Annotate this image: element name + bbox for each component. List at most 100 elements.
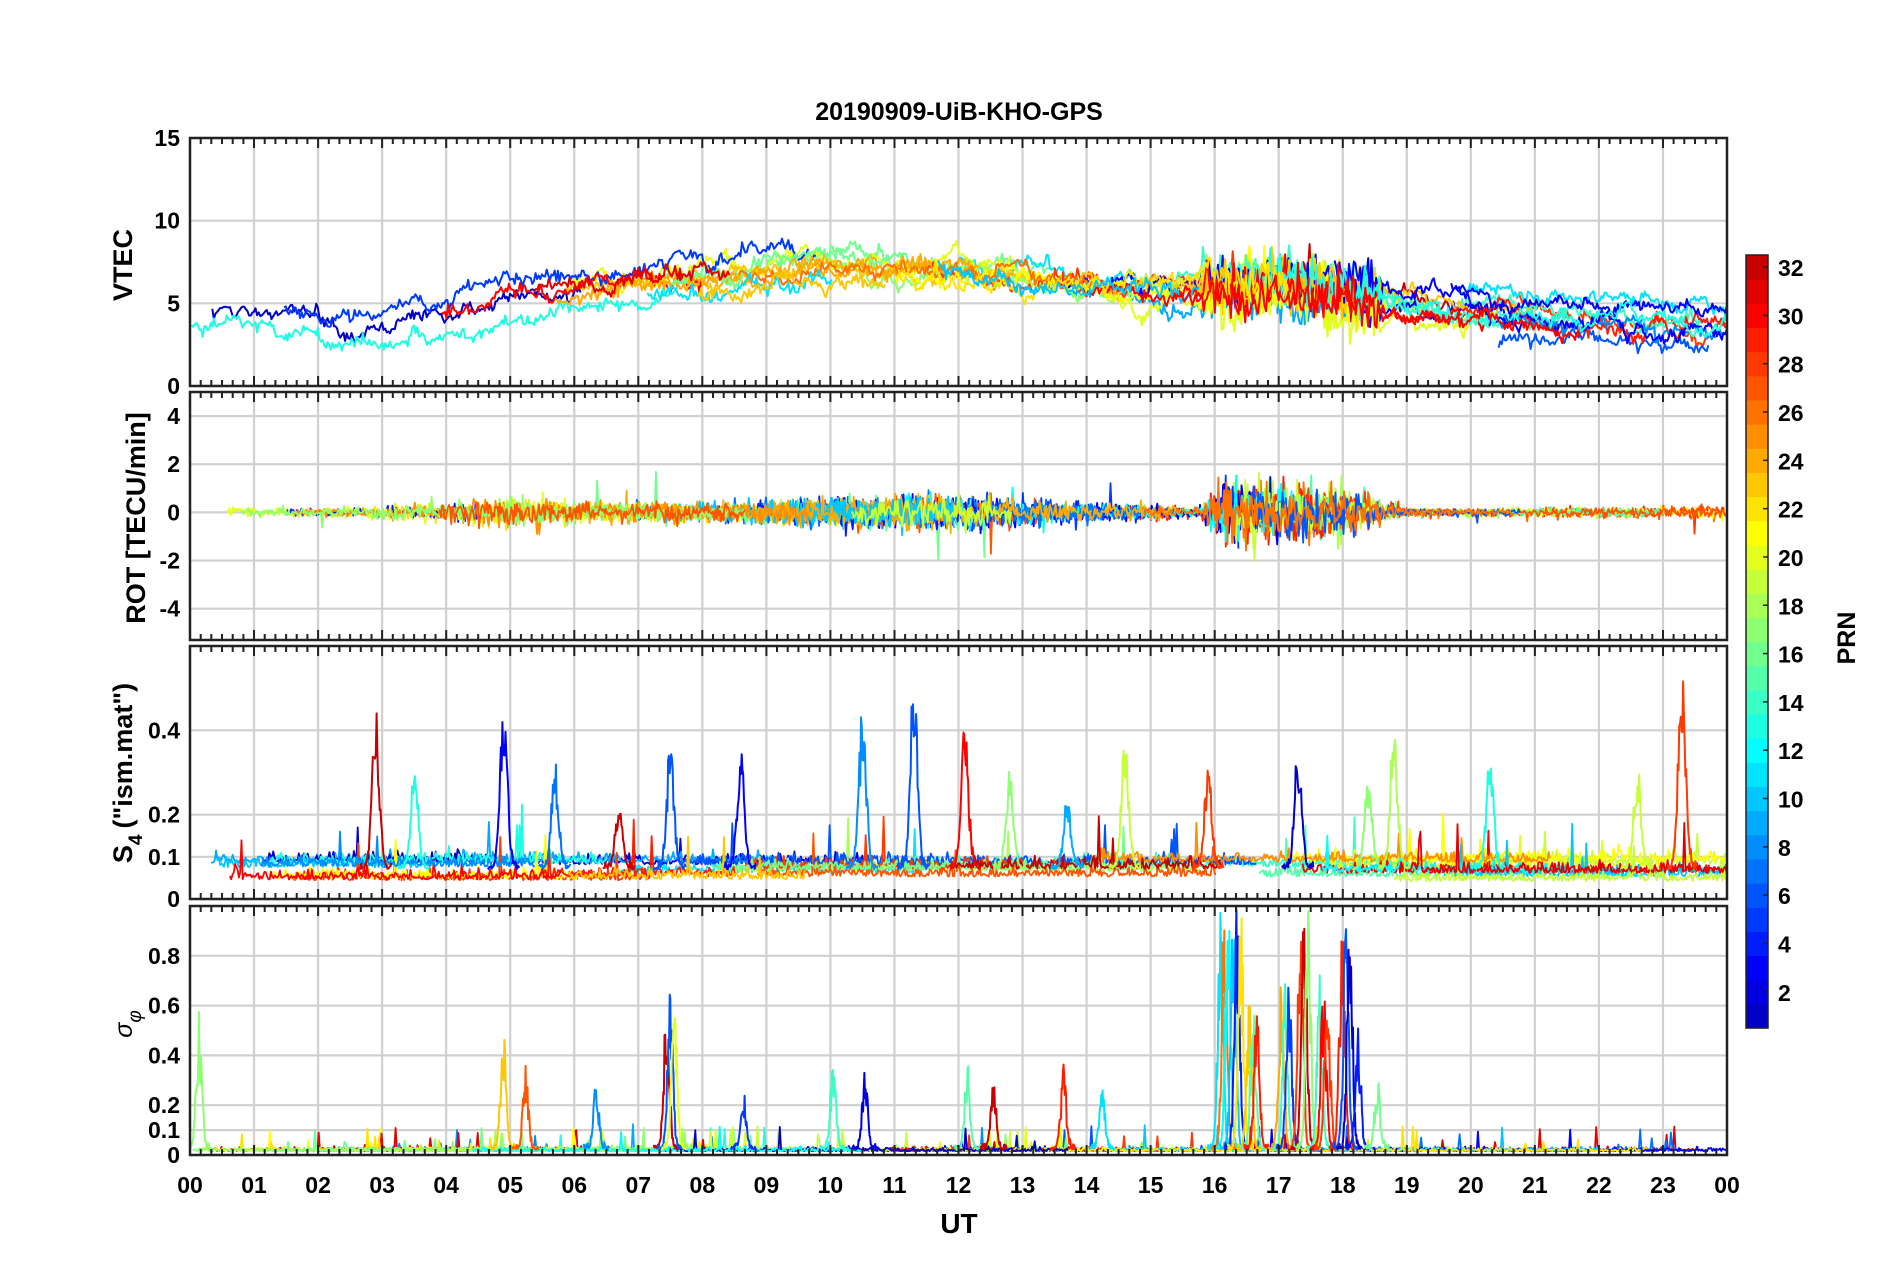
x-tick-label: 03 — [369, 1172, 395, 1198]
x-tick-label: 23 — [1650, 1172, 1676, 1198]
colorbar-segment — [1746, 762, 1768, 788]
x-minor-ticks — [189, 906, 1728, 1155]
s4-spike — [487, 721, 521, 870]
x-tick-label: 16 — [1202, 1172, 1228, 1198]
x-tick-label: 10 — [818, 1172, 844, 1198]
colorbar-segment — [1746, 399, 1768, 425]
sigma-spike — [979, 1086, 1007, 1151]
y-tick-label: 0 — [167, 1142, 180, 1168]
sigma-spike — [851, 1071, 879, 1151]
colorbar-tick-label: 4 — [1778, 931, 1791, 957]
s4-spike — [653, 753, 687, 870]
sigma-spike — [582, 1088, 610, 1151]
colorbar-segment — [1746, 569, 1768, 594]
vtec-trace — [1497, 321, 1710, 355]
vtec-trace — [1333, 257, 1727, 318]
y-tick-label: 0.1 — [148, 1117, 180, 1143]
colorbar-segment — [1746, 496, 1768, 522]
s4-panel: 0 0.1 0.2 0.4 — [148, 644, 1729, 912]
colorbar-segment — [1746, 617, 1768, 643]
s4-spike — [1281, 765, 1315, 870]
vtec-trace — [812, 258, 1160, 305]
sigma-traces — [190, 908, 1727, 1153]
x-minor-ticks — [189, 392, 1728, 640]
s4-spike — [896, 703, 931, 870]
x-minor-ticks — [189, 138, 1728, 386]
figure-title: 20190909-UiB-KHO-GPS — [815, 98, 1103, 126]
y-tick-label: 0 — [167, 373, 180, 399]
colorbar-tick-label: 8 — [1778, 835, 1791, 861]
x-tick-label: 21 — [1522, 1172, 1548, 1198]
colorbar-segment — [1746, 472, 1768, 498]
rot-traces — [226, 470, 1727, 562]
rot-trace — [850, 493, 1013, 534]
colorbar-segment — [1746, 593, 1768, 618]
s4-spike — [992, 770, 1027, 870]
y-tick-label: 0.2 — [148, 802, 180, 828]
colorbar-segment — [1746, 834, 1768, 860]
y-tick-label: 4 — [167, 403, 180, 429]
x-tick-label: 08 — [690, 1172, 716, 1198]
vtec-traces — [190, 237, 1727, 355]
vtec-panel: 0 5 10 15 — [154, 125, 1729, 399]
rot-trace — [1516, 505, 1727, 521]
sigma-grid — [188, 906, 1729, 1157]
colorbar-segment — [1746, 883, 1768, 908]
colorbar-segment — [1746, 907, 1768, 932]
y-tick-label: 0.4 — [148, 1042, 180, 1068]
s4-trace — [1399, 822, 1727, 874]
vtec-trace — [646, 268, 833, 303]
vtec-ylabel: VTEC — [108, 229, 138, 301]
x-axis-label: UT — [940, 1208, 977, 1239]
rot-trace — [438, 500, 746, 530]
y-tick-label: 0 — [167, 499, 180, 525]
colorbar-segment — [1746, 931, 1768, 957]
sigma-ylabel-sub: φ — [125, 1010, 146, 1022]
colorbar-segment — [1746, 665, 1768, 691]
colorbar-segment — [1746, 424, 1768, 449]
sigma-spike — [660, 1016, 688, 1151]
sigma-ylabel-main: σ — [110, 1022, 138, 1038]
s4-spike — [602, 812, 636, 871]
colorbar-tick-label: 10 — [1778, 787, 1804, 813]
vtec-trace — [670, 240, 892, 291]
x-tick-label: 19 — [1394, 1172, 1420, 1198]
sigma-spike — [1336, 948, 1363, 1151]
colorbar-segment — [1746, 641, 1768, 667]
sigma-spike — [1306, 974, 1333, 1151]
colorbar-label: PRN — [1833, 612, 1861, 665]
s4-spike — [948, 731, 982, 871]
colorbar-tick-label: 28 — [1778, 352, 1804, 378]
s4-frame — [188, 644, 1729, 901]
s4-spike — [538, 763, 572, 870]
colorbar-segment — [1746, 351, 1768, 377]
y-tick-label: 0.4 — [148, 717, 180, 743]
rot-panel: -4 -2 0 2 4 — [160, 390, 1729, 642]
s4-spike — [1050, 805, 1084, 871]
s4-spike — [1665, 680, 1698, 871]
colorbar-segment — [1746, 327, 1768, 353]
colorbar-tick-label: 30 — [1778, 303, 1804, 329]
s4-ylabel-main: S — [108, 845, 138, 863]
vtec-trace — [190, 280, 684, 352]
y-tick-label: 10 — [154, 208, 180, 234]
colorbar-segment — [1746, 544, 1768, 570]
sigma-spike — [1363, 1082, 1391, 1151]
colorbar-segment — [1746, 448, 1768, 474]
x-tick-label: 18 — [1330, 1172, 1356, 1198]
x-tick-label: 02 — [305, 1172, 331, 1198]
s4-traces — [210, 680, 1727, 882]
colorbar-tick-label: 20 — [1778, 545, 1804, 571]
sigma-spike — [1088, 1089, 1116, 1151]
x-tick-label: 07 — [625, 1172, 651, 1198]
sigma-frame — [188, 904, 1729, 1157]
vtec-trace — [1495, 314, 1727, 344]
x-tick-label: 05 — [497, 1172, 523, 1198]
vtec-trace — [1177, 261, 1582, 345]
s4-ylabel-sub: 4 — [126, 834, 147, 845]
x-minor-ticks — [189, 646, 1728, 899]
x-tick-label: 11 — [882, 1172, 907, 1198]
colorbar-tick-label: 6 — [1778, 883, 1791, 909]
